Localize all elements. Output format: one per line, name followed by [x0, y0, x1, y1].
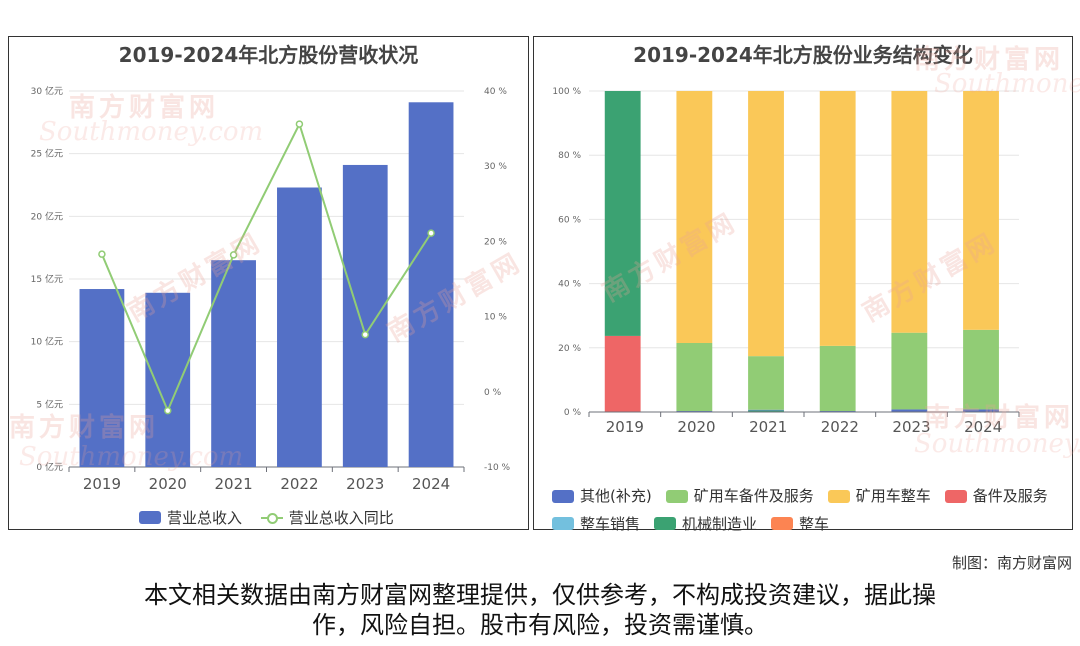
revenue-yoy-line [100, 121, 432, 414]
x-tick-label: 2023 [892, 418, 930, 436]
y-right-tick-label: 30 % [484, 162, 507, 172]
y-right-tick-label: 40 % [484, 87, 507, 97]
stacked-bar-segment [748, 91, 784, 357]
stacked-bar-segment [819, 91, 856, 346]
y-right-tick-label: 20 % [484, 237, 507, 247]
y-tick-label: 40 % [558, 280, 581, 290]
legend-label: 机械制造业 [682, 514, 758, 533]
legend-item[interactable]: 机械制造业 [654, 511, 757, 537]
revenue-chart-legend: 营业总收入 营业总收入同比 [139, 507, 408, 528]
stacked-bar-segment [891, 91, 928, 333]
revenue-yoy-point [98, 250, 106, 258]
stacked-bar-segment [676, 91, 713, 343]
stacked-bar-segment [891, 332, 928, 410]
stacked-bar-segment [891, 409, 928, 412]
revenue-yoy-point [295, 120, 304, 128]
chart-credit: 制图：南方财富网 [951, 554, 1072, 572]
disclaimer-line-2: 作，风险自担。股市有风险，投资需谨慎。 [312, 611, 768, 639]
legend-swatch [827, 489, 850, 503]
legend-item-revenue[interactable]: 营业总收入 [139, 507, 242, 528]
y-left-tick-label: 30 亿元 [31, 85, 63, 97]
legend-swatch [771, 517, 794, 530]
legend-swatch [654, 517, 677, 530]
revenue-bar [342, 164, 388, 467]
stacked-bar-segment [748, 356, 784, 410]
legend-label: 其他(补充) [580, 487, 652, 505]
x-tick-label: 2020 [149, 475, 187, 493]
y-tick-label: 0 % [564, 408, 582, 418]
business-structure-title: 2019-2024年北方股份业务结构变化 [633, 43, 973, 67]
stacked-bar-segment [748, 409, 784, 411]
y-left-tick-label: 20 亿元 [31, 210, 63, 222]
legend-item[interactable]: 整车 [771, 511, 829, 537]
x-tick-label: 2023 [346, 475, 384, 493]
revenue-chart-canvas: 0 亿元 5 亿元 10 亿元 15 亿元 20 亿元 25 亿元 30 亿元 -10 % 0 … [31, 85, 511, 493]
x-tick-label: 2024 [964, 418, 1002, 436]
revenue-bar [79, 289, 125, 467]
y-left-tick-label: 25 亿元 [31, 148, 63, 160]
x-tick-label: 2024 [412, 475, 450, 493]
stacked-bar-segment [963, 91, 999, 330]
revenue-bar [277, 187, 322, 468]
legend-item[interactable]: 备件及服务 [944, 483, 1048, 509]
legend-item[interactable]: 矿用车备件及服务 [665, 483, 814, 509]
y-tick-label: 100 % [552, 87, 581, 97]
legend-label: 整车 [799, 514, 830, 533]
revenue-bar [145, 292, 191, 467]
y-tick-label: 20 % [558, 344, 581, 354]
disclaimer-line-1: 本文相关数据由南方财富网整理提供，仅供参考，不构成投资建议，据此操 [144, 581, 936, 609]
business-structure-panel: 2019-2024年北方股份业务结构变化 0 % 20 % 40 % 60 % 80 %… [533, 36, 1080, 533]
x-tick-label: 2019 [83, 475, 121, 493]
legend-swatch [665, 489, 688, 503]
y-right-tick-label: 0 % [484, 388, 502, 398]
y-left-tick-label: 0 亿元 [36, 461, 63, 473]
x-tick-label: 2020 [677, 418, 715, 436]
legend-item[interactable]: 整车销售 [552, 511, 640, 537]
y-tick-label: 80 % [558, 151, 581, 161]
revenue-yoy-point [229, 251, 238, 259]
y-tick-label: 60 % [558, 215, 581, 225]
y-left-tick-label: 10 亿元 [31, 336, 63, 348]
stacked-bar-segment [819, 345, 856, 412]
legend-item[interactable]: 矿用车整车 [827, 483, 931, 509]
legend-label-revenue: 营业总收入 [167, 509, 243, 527]
revenue-bar [408, 102, 454, 467]
x-tick-label: 2022 [280, 475, 318, 493]
x-tick-label: 2022 [821, 418, 859, 436]
stacked-bar-segment [963, 329, 999, 410]
legend-label: 备件及服务 [972, 487, 1048, 505]
legend-swatch-revenue [139, 511, 161, 524]
legend-swatch-revenue-yoy [260, 511, 283, 524]
stacked-bar-segment [604, 335, 641, 412]
legend-item-revenue-yoy[interactable]: 营业总收入同比 [260, 507, 394, 528]
revenue-bar [211, 260, 256, 467]
stacked-bar-segment [748, 410, 784, 412]
y-left-tick-label: 15 亿元 [31, 273, 63, 285]
y-right-tick-label: 10 % [484, 313, 507, 323]
legend-swatch [552, 517, 574, 530]
stacked-bar-segment [963, 409, 999, 412]
x-tick-label: 2021 [749, 418, 787, 436]
legend-swatch [552, 489, 574, 503]
x-tick-label: 2019 [606, 418, 644, 436]
x-tick-label: 2021 [214, 475, 252, 493]
business-structure-legend: 其他(补充) 矿用车备件及服务 矿用车整车 备件及服务整车销售 机械制造业 整车 [552, 483, 1062, 538]
revenue-yoy-point [427, 229, 435, 237]
stacked-bar-segment [676, 342, 713, 412]
y-right-tick-label: -10 % [484, 463, 511, 473]
stacked-bar-segment [604, 91, 641, 336]
revenue-yoy-point [164, 406, 172, 415]
revenue-chart-title: 2019-2024年北方股份营收状况 [118, 43, 419, 67]
legend-swatch [944, 489, 967, 503]
business-structure-canvas: 0 % 20 % 40 % 60 % 80 % 100 % 2019 2020 2021 2022… [552, 87, 1020, 436]
revenue-yoy-point [361, 330, 369, 339]
legend-label: 矿用车备件及服务 [693, 487, 814, 505]
legend-label-revenue-yoy: 营业总收入同比 [288, 509, 394, 527]
disclaimer: 本文相关数据由南方财富网整理提供，仅供参考，不构成投资建议，据此操 作，风险自担… [80, 580, 1000, 640]
legend-item[interactable]: 其他(补充) [552, 483, 652, 509]
y-left-tick-label: 5 亿元 [36, 398, 63, 410]
legend-label: 整车销售 [580, 514, 641, 533]
revenue-chart-panel: 2019-2024年北方股份营收状况 0 亿元 5 亿元 10 亿元 15 亿元 20 … [8, 36, 529, 530]
legend-label: 矿用车整车 [855, 487, 931, 505]
